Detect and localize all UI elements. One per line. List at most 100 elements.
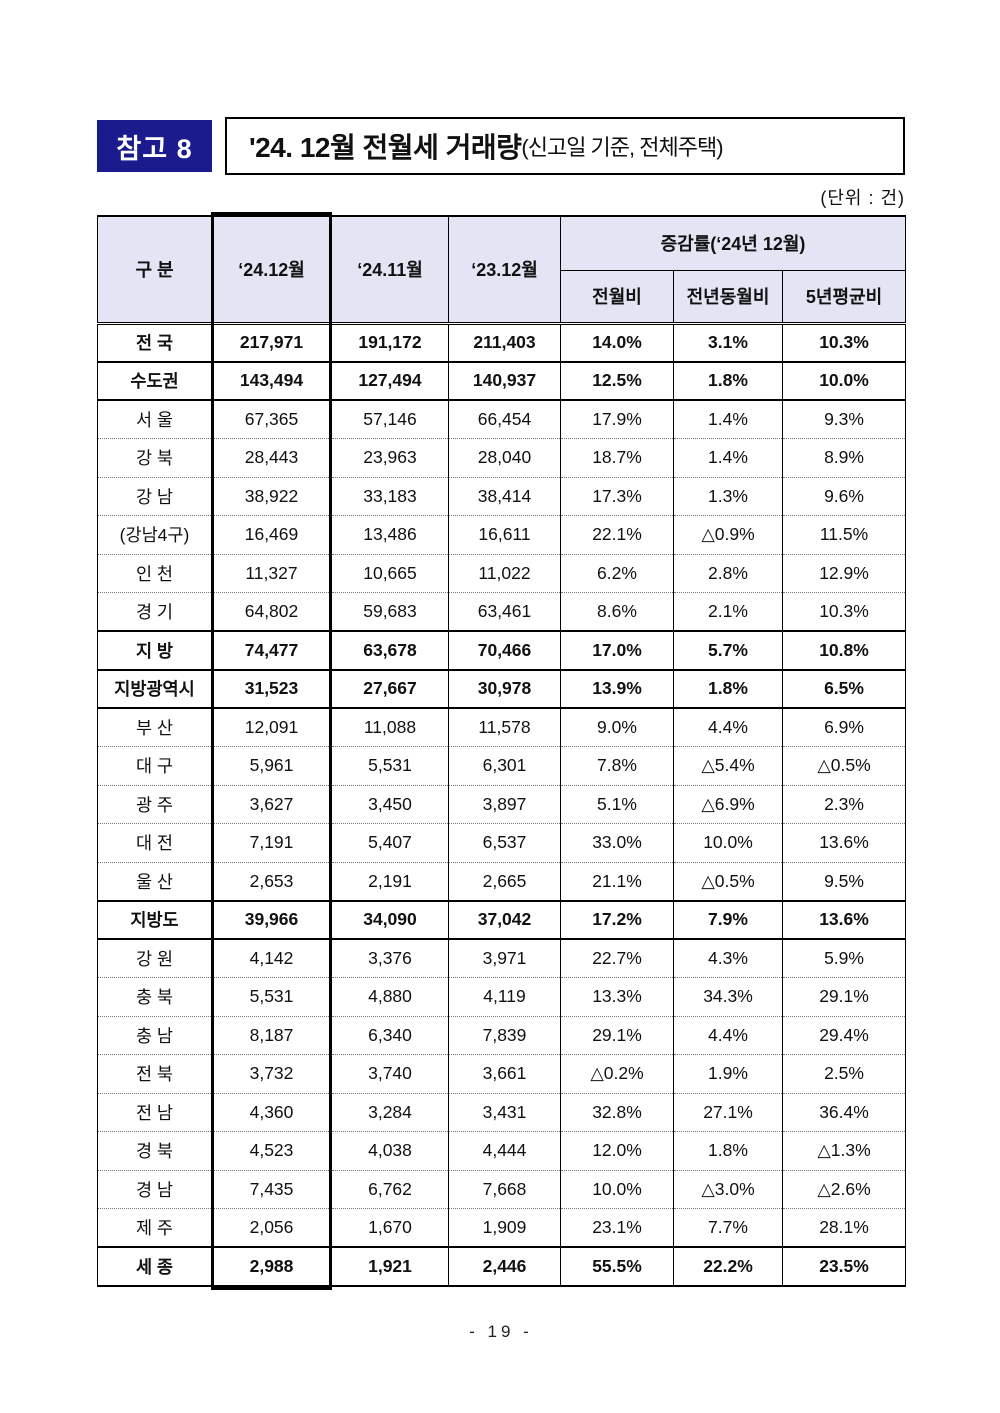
data-cell: 10.0% xyxy=(673,823,783,863)
data-cell: 67,365 xyxy=(211,400,332,439)
data-cell: 9.3% xyxy=(781,400,907,439)
data-cell: △2.6% xyxy=(781,1170,907,1209)
reference-badge: 참고 8 xyxy=(97,120,212,172)
data-cell: 12.5% xyxy=(560,361,674,401)
data-cell: △0.9% xyxy=(673,515,783,555)
data-cell: 4.4% xyxy=(673,1016,783,1055)
data-cell: 10.3% xyxy=(781,323,907,363)
data-cell: 7,435 xyxy=(211,1170,332,1209)
row-label: 충 남 xyxy=(97,1016,213,1055)
data-cell: 3.1% xyxy=(673,323,783,363)
data-cell: 17.2% xyxy=(560,900,674,940)
table-row: 부 산 12,091 11,088 11,578 9.0% 4.4% 6.9% xyxy=(97,708,907,747)
data-cell: 36.4% xyxy=(781,1093,907,1132)
row-label: 충 북 xyxy=(97,977,213,1017)
data-cell: 1,909 xyxy=(448,1208,561,1248)
data-cell: 4,142 xyxy=(211,939,332,978)
data-cell: 63,678 xyxy=(330,631,449,671)
data-cell: 22.1% xyxy=(560,515,674,555)
data-cell: 1.4% xyxy=(673,438,783,478)
column-header-category: 구 분 xyxy=(97,216,213,325)
data-cell: 2,988 xyxy=(211,1247,332,1286)
row-label: 지 방 xyxy=(97,631,213,671)
data-cell: 211,403 xyxy=(448,323,561,363)
table-row: (강남4구) 16,469 13,486 16,611 22.1% △0.9% 11.5% xyxy=(97,515,907,555)
column-group-header-change-rate: 증감률(‘24년 12월) xyxy=(559,216,907,271)
row-label: 전 국 xyxy=(97,323,213,363)
data-cell: 5,407 xyxy=(330,823,449,863)
data-cell: 6.9% xyxy=(781,708,907,747)
table-row: 전 국 217,971 191,172 211,403 14.0% 3.1% 10.3% xyxy=(97,323,907,363)
data-cell: 2.3% xyxy=(781,785,907,824)
data-cell: △6.9% xyxy=(673,785,783,824)
data-cell: 143,494 xyxy=(211,361,332,401)
column-header-dec24: ‘24.12월 xyxy=(211,216,332,325)
data-cell: 17.0% xyxy=(560,631,674,671)
data-cell: 3,661 xyxy=(448,1054,561,1094)
data-cell: 2.8% xyxy=(673,554,783,593)
data-cell: 7,191 xyxy=(211,823,332,863)
data-cell: 28,040 xyxy=(448,438,561,478)
data-cell: 2.5% xyxy=(781,1054,907,1094)
table-row: 경 기 64,802 59,683 63,461 8.6% 2.1% 10.3% xyxy=(97,592,907,632)
data-cell: 34.3% xyxy=(673,977,783,1017)
table-row: 경 남 7,435 6,762 7,668 10.0% △3.0% △2.6% xyxy=(97,1170,907,1209)
data-cell: 5.9% xyxy=(781,939,907,978)
data-cell: 1.8% xyxy=(673,669,783,709)
table-row: 지방도 39,966 34,090 37,042 17.2% 7.9% 13.6% xyxy=(97,900,907,940)
data-cell: 1.8% xyxy=(673,361,783,401)
data-cell: 7,668 xyxy=(448,1170,561,1209)
row-label: 강 원 xyxy=(97,939,213,978)
document-header: 참고 8 '24. 12월 전월세 거래량 (신고일 기준, 전체주택) xyxy=(97,117,905,175)
data-cell: 4,038 xyxy=(330,1131,449,1171)
row-label: (강남4구) xyxy=(97,515,213,555)
data-cell: 2,056 xyxy=(211,1208,332,1248)
column-header-mom: 전월비 xyxy=(560,270,674,325)
table-row: 충 남 8,187 6,340 7,839 29.1% 4.4% 29.4% xyxy=(97,1016,907,1055)
data-cell: 2.1% xyxy=(673,592,783,632)
row-label: 부 산 xyxy=(97,708,213,747)
data-cell: 6,762 xyxy=(330,1170,449,1209)
column-header-5yr-avg: 5년평균비 xyxy=(781,270,907,325)
row-label: 강 북 xyxy=(97,438,213,478)
row-label: 지방광역시 xyxy=(97,669,213,709)
table-row: 강 북 28,443 23,963 28,040 18.7% 1.4% 8.9% xyxy=(97,438,907,478)
data-cell: 23.5% xyxy=(781,1247,907,1286)
table-row: 인 천 11,327 10,665 11,022 6.2% 2.8% 12.9% xyxy=(97,554,907,593)
data-cell: 31,523 xyxy=(211,669,332,709)
table-row: 제 주 2,056 1,670 1,909 23.1% 7.7% 28.1% xyxy=(97,1208,907,1248)
table-row: 전 남 4,360 3,284 3,431 32.8% 27.1% 36.4% xyxy=(97,1093,907,1132)
data-cell: 17.9% xyxy=(560,400,674,439)
data-cell: 4,360 xyxy=(211,1093,332,1132)
data-cell: 59,683 xyxy=(330,592,449,632)
data-cell: 38,414 xyxy=(448,477,561,516)
table-header-row-2: 전월비 전년동월비 5년평균비 xyxy=(98,270,907,325)
data-cell: 11,578 xyxy=(448,708,561,747)
data-cell: 7.7% xyxy=(673,1208,783,1248)
data-cell: 3,284 xyxy=(330,1093,449,1132)
data-cell: 7.9% xyxy=(673,900,783,940)
data-cell: 12.9% xyxy=(781,554,907,593)
page-number: - 19 - xyxy=(469,1322,533,1341)
table-body: 전 국 217,971 191,172 211,403 14.0% 3.1% 10.3% 수도… xyxy=(97,323,907,1286)
table-row: 대 전 7,191 5,407 6,537 33.0% 10.0% 13.6% xyxy=(97,823,907,863)
data-cell: 38,922 xyxy=(211,477,332,516)
data-cell: 4,880 xyxy=(330,977,449,1017)
data-cell: 217,971 xyxy=(211,323,332,363)
data-cell: 3,740 xyxy=(330,1054,449,1094)
data-cell: 3,431 xyxy=(448,1093,561,1132)
data-cell: 33,183 xyxy=(330,477,449,516)
data-cell: △0.5% xyxy=(781,746,907,786)
data-cell: 12,091 xyxy=(211,708,332,747)
data-cell: △0.2% xyxy=(560,1054,674,1094)
data-cell: 63,461 xyxy=(448,592,561,632)
table-header-row-1: 구 분 ‘24.12월 ‘24.11월 ‘23.12월 증감률(‘24년 12월… xyxy=(97,216,907,325)
data-cell: 127,494 xyxy=(330,361,449,401)
data-cell: 74,477 xyxy=(211,631,332,671)
row-label: 울 산 xyxy=(97,862,213,902)
table-row: 지 방 74,477 63,678 70,466 17.0% 5.7% 10.8% xyxy=(97,631,907,671)
data-cell: 5,531 xyxy=(330,746,449,786)
data-cell: 1.8% xyxy=(673,1131,783,1171)
data-cell: 23.1% xyxy=(560,1208,674,1248)
data-cell: 21.1% xyxy=(560,862,674,902)
